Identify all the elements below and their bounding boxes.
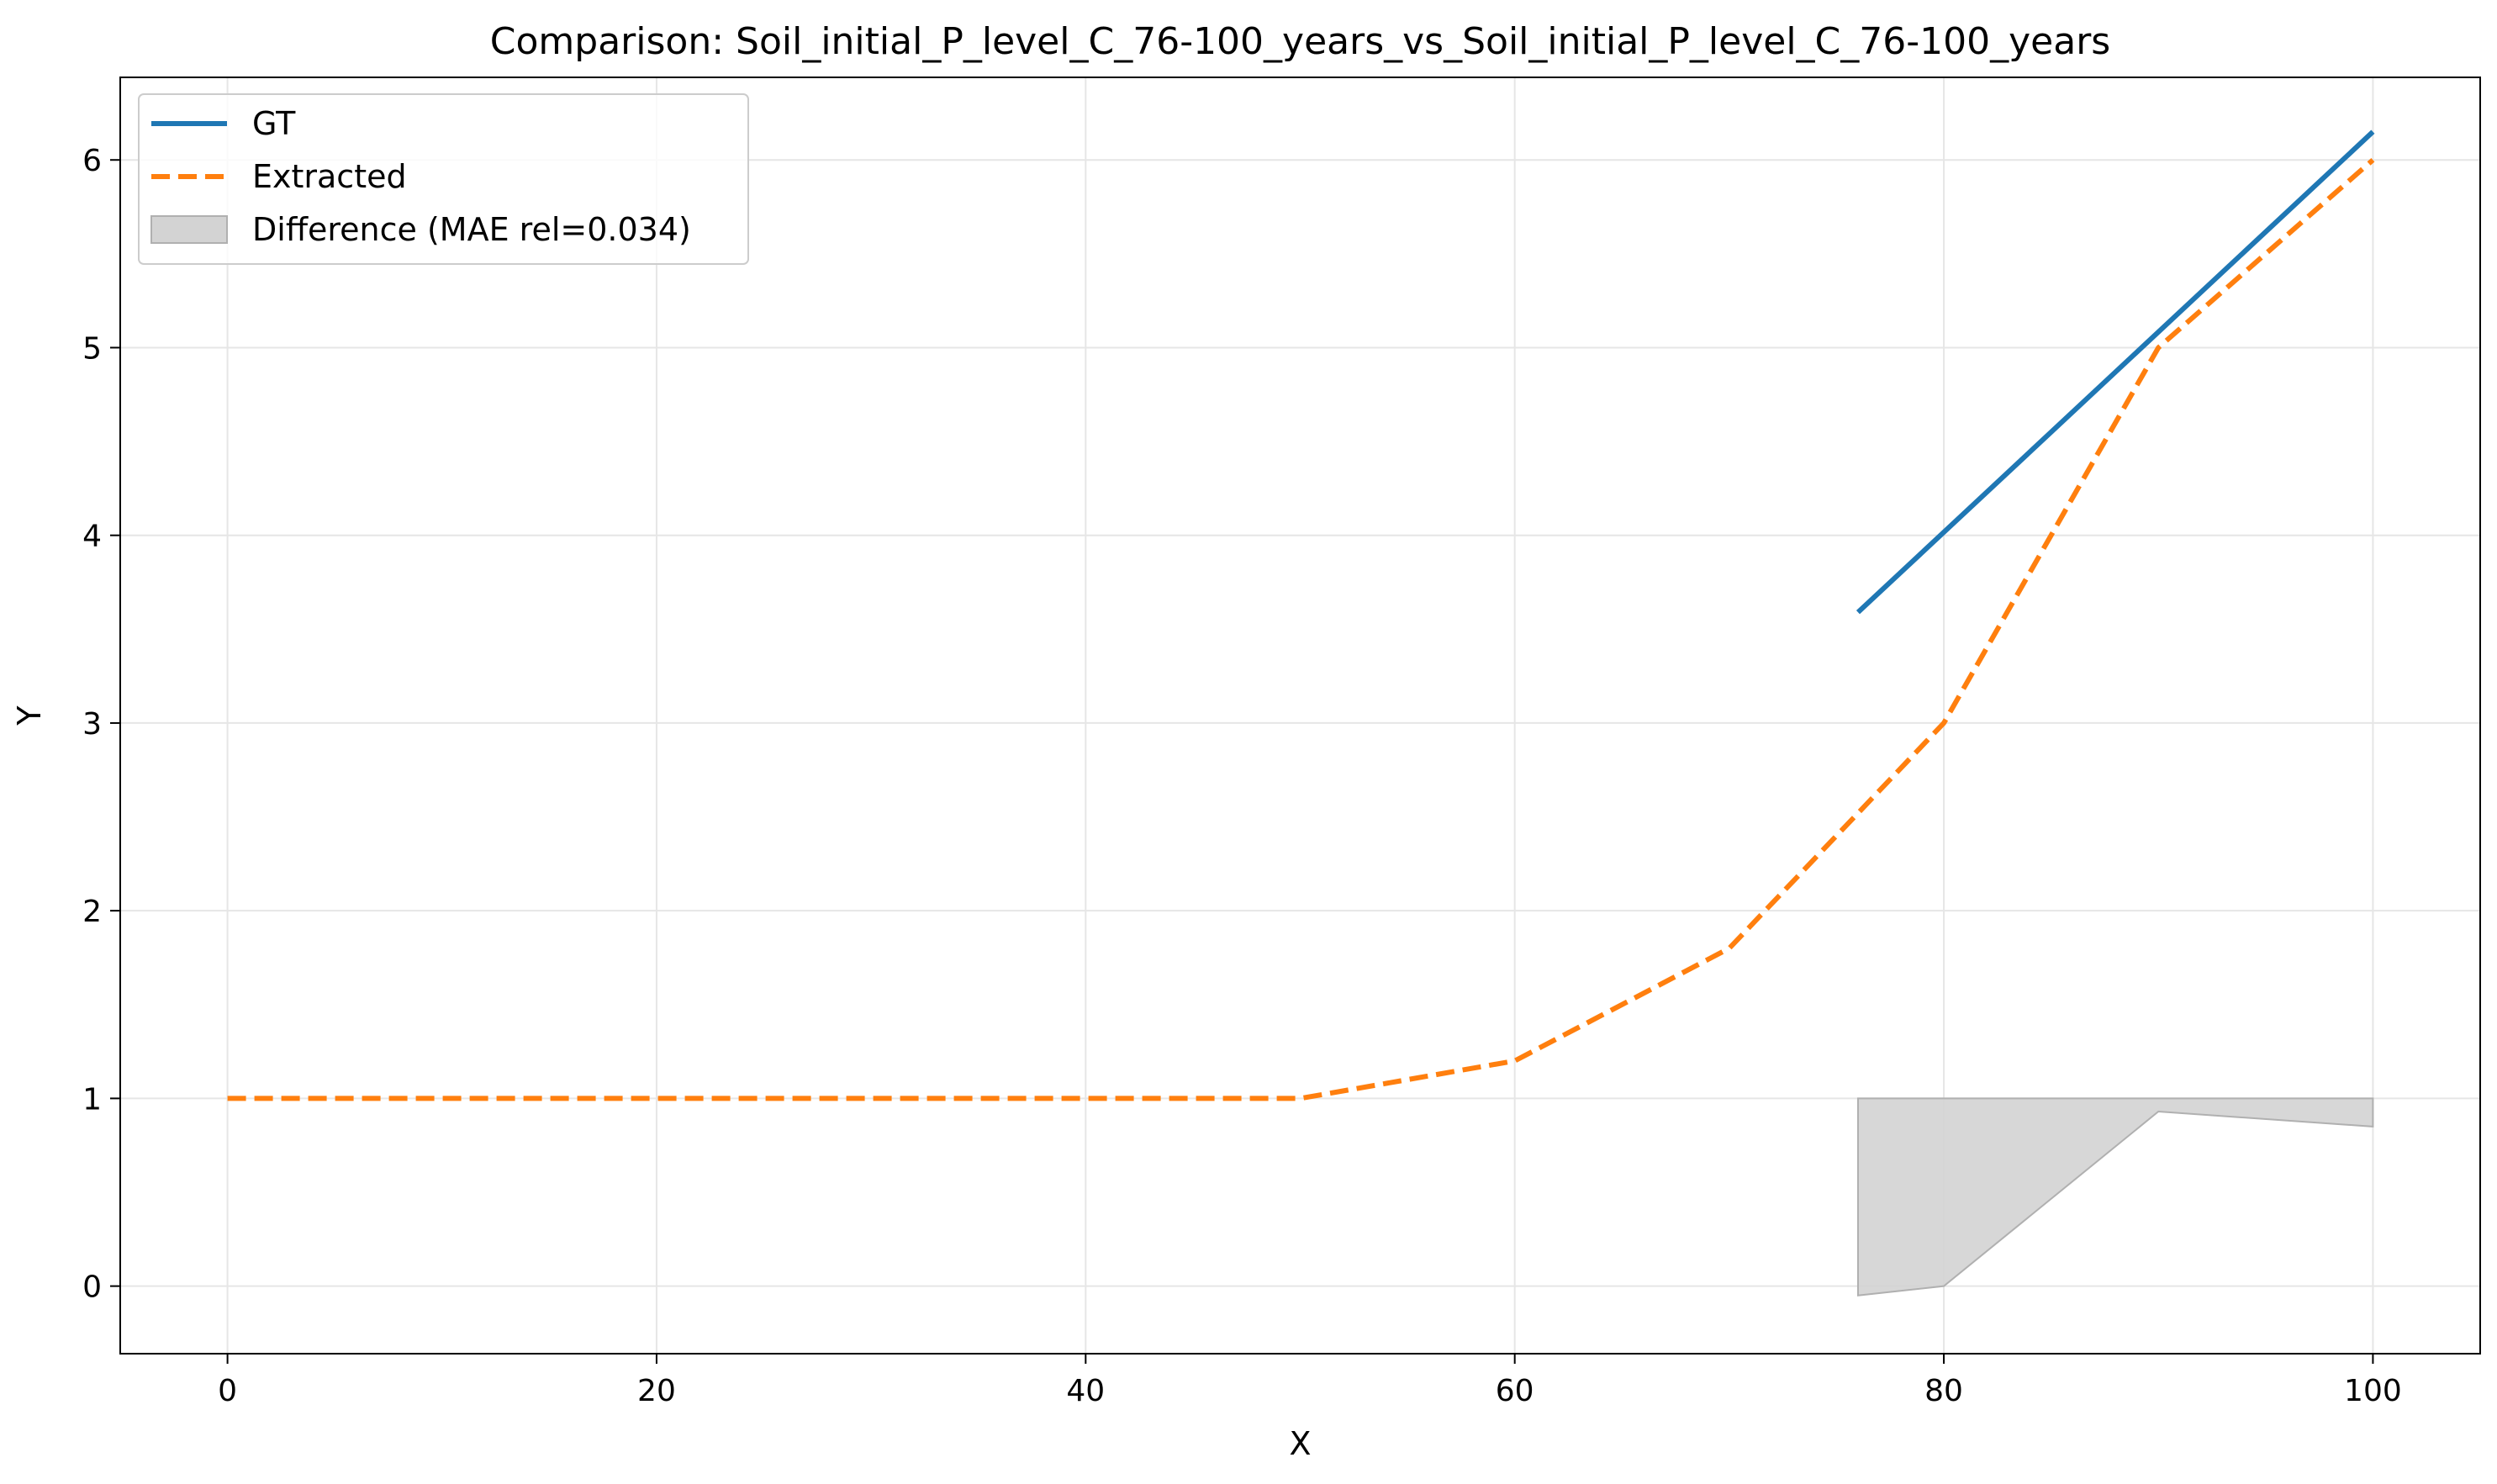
y-tick-label: 2 xyxy=(82,895,102,929)
legend-difference-label: Difference (MAE rel=0.034) xyxy=(252,211,691,248)
legend-extracted-label: Extracted xyxy=(252,158,407,195)
y-tick-label: 0 xyxy=(82,1270,102,1305)
y-tick-label: 4 xyxy=(82,520,102,554)
y-tick-label: 3 xyxy=(82,707,102,742)
legend: GT Extracted Difference (MAE rel=0.034) xyxy=(138,93,749,265)
x-tick-label: 80 xyxy=(1924,1374,1963,1408)
series-line-extracted xyxy=(227,157,2375,1101)
series-line-gt xyxy=(1856,129,2375,615)
x-tick-label: 100 xyxy=(2344,1374,2402,1408)
ticks: 0 20 40 60 80 100 0 1 2 3 4 5 6 xyxy=(82,144,2402,1408)
legend-gt-label: GT xyxy=(252,105,296,142)
x-tick-label: 20 xyxy=(637,1374,676,1408)
chart-title: Comparison: Soil_initial_P_level_C_76-10… xyxy=(490,20,2110,63)
legend-box xyxy=(138,93,749,265)
plot-frame xyxy=(119,77,2481,1355)
x-tick-label: 40 xyxy=(1066,1374,1105,1408)
legend-difference-swatch xyxy=(150,215,228,244)
difference-area xyxy=(1856,1097,2374,1297)
y-axis-label: Y xyxy=(11,705,48,726)
y-tick-label: 5 xyxy=(82,331,102,366)
series-layer xyxy=(227,129,2375,1101)
x-tick-label: 0 xyxy=(218,1374,237,1408)
y-tick-label: 6 xyxy=(82,144,102,178)
y-tick-label: 1 xyxy=(82,1082,102,1117)
x-tick-label: 60 xyxy=(1496,1374,1534,1408)
x-axis-label: X xyxy=(1289,1425,1311,1462)
difference-area-layer xyxy=(1856,1097,2374,1297)
